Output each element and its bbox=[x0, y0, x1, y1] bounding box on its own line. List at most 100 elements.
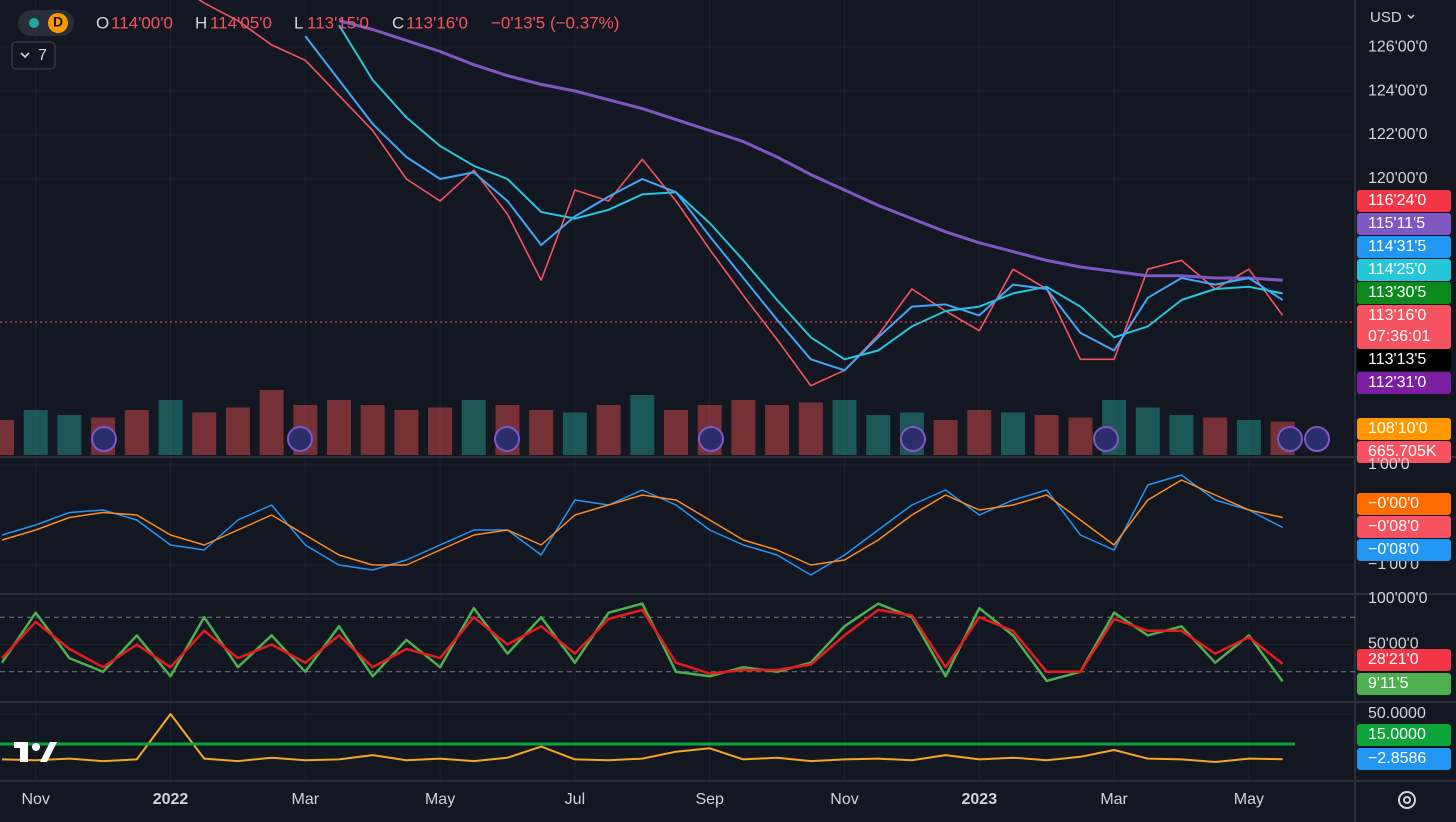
price-badge-label: 112'31'0 bbox=[1368, 374, 1426, 391]
volume-bar bbox=[630, 395, 655, 455]
price-badge-label: 113'30'5 bbox=[1368, 284, 1426, 301]
volume-bar bbox=[1236, 420, 1261, 455]
logo bbox=[14, 742, 57, 762]
price-badge-label: 113'13'5 bbox=[1368, 351, 1426, 368]
event-icons bbox=[91, 426, 1330, 452]
volume-bar bbox=[866, 415, 891, 455]
volume-bar bbox=[1034, 415, 1059, 455]
y-tick-label: 120'00'0 bbox=[1368, 170, 1428, 187]
ohlc-key: L bbox=[294, 13, 303, 32]
price-badge bbox=[1357, 259, 1451, 281]
volume-bar bbox=[225, 407, 250, 455]
price-badge-label: 665.705K bbox=[1368, 443, 1437, 460]
price-badge bbox=[1357, 305, 1451, 349]
x-tick-label: Nov bbox=[830, 791, 858, 808]
volume-bar bbox=[731, 400, 756, 455]
status-dot bbox=[29, 18, 39, 28]
y-tick-label: 1'00'0 bbox=[1368, 456, 1410, 473]
volume-bar bbox=[394, 410, 419, 455]
volume-bar bbox=[1001, 412, 1025, 455]
ohlc-key: O bbox=[96, 13, 109, 32]
volume-bar bbox=[596, 405, 621, 455]
volume-bar bbox=[529, 410, 554, 455]
y-tick-label: 100'00'0 bbox=[1368, 590, 1428, 607]
ohlc-key: H bbox=[195, 13, 207, 32]
x-tick-label: May bbox=[1234, 791, 1264, 808]
volume-bar bbox=[1135, 407, 1160, 455]
volume-bar bbox=[428, 407, 453, 455]
price-badge bbox=[1357, 539, 1451, 561]
settings-icon[interactable] bbox=[1398, 791, 1416, 809]
price-badge-label: 115'11'5 bbox=[1368, 215, 1425, 232]
price-badge-label: 114'25'0 bbox=[1368, 261, 1426, 278]
volume-bar bbox=[360, 405, 385, 455]
price-badge-label: 9'11'5 bbox=[1368, 675, 1409, 692]
y-tick-label: 50.0000 bbox=[1368, 705, 1426, 722]
volume-bar bbox=[124, 410, 149, 455]
volume-bar bbox=[259, 390, 284, 455]
price-badge bbox=[1357, 649, 1451, 671]
price-badge-label: 15.0000 bbox=[1368, 726, 1426, 743]
price-badge bbox=[1357, 372, 1451, 394]
price-badge bbox=[1357, 418, 1451, 440]
x-tick-label: May bbox=[425, 791, 455, 808]
x-tick-label: Mar bbox=[292, 791, 320, 808]
y-tick-label: 122'00'0 bbox=[1368, 126, 1428, 143]
ohlc-key: C bbox=[392, 13, 404, 32]
price-badge bbox=[1357, 493, 1451, 515]
x-tick-label: Jul bbox=[565, 791, 585, 808]
y-tick-label: 126'00'0 bbox=[1368, 38, 1428, 55]
price-badge bbox=[1357, 724, 1451, 746]
currency[interactable]: USD bbox=[1370, 9, 1402, 26]
indicator-count: 7 bbox=[38, 47, 47, 64]
pane bbox=[0, 598, 1355, 683]
volume-bar bbox=[562, 412, 587, 455]
price-badge-label: −0'08'0 bbox=[1368, 541, 1419, 558]
price-badge-label: 28'21'0 bbox=[1368, 651, 1419, 668]
series-line bbox=[1, 608, 1284, 675]
x-tick-label: Sep bbox=[695, 791, 724, 808]
price-badge bbox=[1357, 190, 1451, 212]
price-badge-label: 114'31'5 bbox=[1368, 238, 1426, 255]
ohlc-value: 114'05'0 bbox=[210, 13, 272, 32]
price-badge-label: 108'10'0 bbox=[1368, 420, 1428, 437]
price-badge bbox=[1357, 236, 1451, 258]
volume-bar bbox=[798, 402, 823, 455]
volume-bar bbox=[23, 410, 48, 455]
series-line bbox=[304, 35, 1284, 372]
y-tick-label: 50'00'0 bbox=[1368, 636, 1419, 653]
ohlc-value: 113'15'0 bbox=[307, 13, 369, 32]
pane bbox=[0, 0, 1355, 455]
indicator-toggle[interactable] bbox=[11, 41, 56, 70]
price-badge-label: 113'16'0 bbox=[1368, 307, 1426, 324]
volume-bar bbox=[57, 415, 82, 455]
volume-bar bbox=[0, 420, 14, 455]
price-badge bbox=[1357, 516, 1451, 538]
series-line bbox=[1, 713, 1283, 763]
price-badge-label: 116'24'0 bbox=[1368, 192, 1426, 209]
price-badge-label: −2.8586 bbox=[1368, 750, 1426, 767]
price-badge-label: −0'00'0 bbox=[1368, 495, 1419, 512]
series-line bbox=[0, 602, 1284, 683]
header: D O 114'00'0 H 114'05'0 L 113'15'0 C 113… bbox=[11, 9, 1415, 70]
volume-bar bbox=[1068, 417, 1093, 455]
y-tick-label: 124'00'0 bbox=[1368, 82, 1428, 99]
price-badge bbox=[1357, 213, 1451, 235]
price-badge bbox=[1357, 748, 1451, 770]
plot-layer: Nov 2022 Mar May Jul Sep Nov 2023 Mar May 126'00'0… bbox=[0, 0, 1451, 808]
symbol-badge: D bbox=[53, 14, 63, 30]
price-badge bbox=[1357, 349, 1451, 371]
series-line bbox=[338, 19, 1283, 282]
series-line bbox=[197, 0, 1284, 387]
volume-bar bbox=[765, 405, 790, 455]
price-badge bbox=[1357, 441, 1451, 463]
volume-bar bbox=[1169, 415, 1194, 455]
volume-bar bbox=[461, 400, 486, 455]
volume-bar bbox=[192, 412, 217, 455]
x-tick-label: 2023 bbox=[962, 791, 998, 808]
volume-bar bbox=[327, 400, 351, 455]
countdown: 07:36:01 bbox=[1368, 328, 1430, 345]
pane bbox=[0, 713, 1355, 763]
badge-circle bbox=[48, 13, 68, 33]
